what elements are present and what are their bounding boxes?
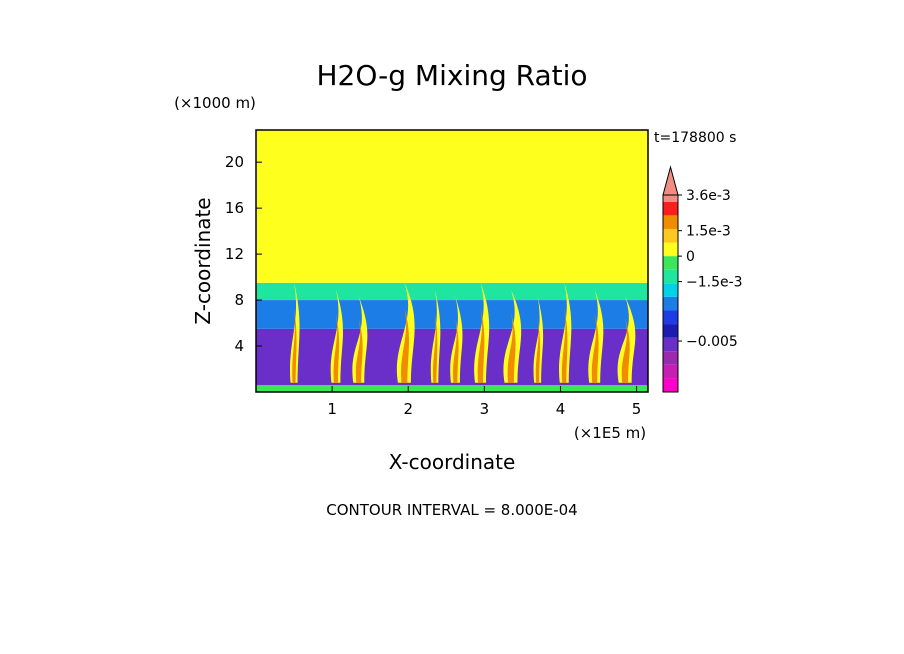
colorbar-swatch bbox=[663, 324, 678, 338]
colorbar-arrow bbox=[662, 165, 679, 196]
plume bbox=[352, 296, 368, 383]
colorbar-swatch bbox=[663, 215, 678, 229]
plume bbox=[533, 296, 544, 383]
colorbar-swatch bbox=[663, 283, 678, 297]
x-tick-label: 4 bbox=[556, 400, 566, 418]
plume-core bbox=[333, 312, 340, 383]
chart-title: H2O-g Mixing Ratio bbox=[316, 59, 587, 92]
y-tick-label: 4 bbox=[234, 337, 244, 355]
colorbar-label: 1.5e-3 bbox=[686, 224, 731, 240]
band-surface-layer bbox=[256, 385, 648, 392]
colorbar-swatch bbox=[663, 242, 678, 257]
moisture-plumes bbox=[289, 282, 636, 383]
x-axis-label: X-coordinate bbox=[389, 450, 516, 474]
y-axis-ticks: 4 8 12 16 20 bbox=[225, 153, 262, 355]
plume-core bbox=[355, 318, 363, 383]
time-label: t=178800 s bbox=[654, 130, 736, 146]
plume bbox=[450, 296, 463, 383]
plume-core bbox=[621, 318, 630, 383]
x-tick-label: 3 bbox=[480, 400, 490, 418]
plume-core bbox=[507, 312, 516, 383]
colorbar-swatch bbox=[663, 351, 678, 365]
plume-core bbox=[477, 307, 485, 383]
colorbar-labels: 3.6e-3 1.5e-3 0 −1.5e-3 −0.005 bbox=[678, 188, 743, 350]
plume-core bbox=[591, 312, 599, 383]
colorbar-swatch bbox=[663, 201, 678, 216]
plume-core bbox=[453, 318, 459, 383]
plume bbox=[430, 289, 441, 383]
plot-area bbox=[256, 130, 648, 392]
plume-core bbox=[535, 318, 541, 383]
colorbar-swatch bbox=[663, 256, 678, 270]
contour-interval: CONTOUR INTERVAL = 8.000E-04 bbox=[326, 501, 577, 519]
plume bbox=[588, 289, 604, 383]
colorbar-swatch bbox=[663, 195, 678, 202]
plume bbox=[330, 289, 343, 383]
colorbar-swatch bbox=[663, 269, 678, 284]
x-unit-label: (×1E5 m) bbox=[574, 424, 646, 442]
x-tick-label: 5 bbox=[632, 400, 642, 418]
plume-core bbox=[561, 307, 568, 383]
colorbar-label: 3.6e-3 bbox=[686, 188, 731, 204]
y-axis-label: Z-coordinate bbox=[191, 197, 215, 324]
band-mid-layer bbox=[256, 300, 648, 329]
plume-core bbox=[433, 312, 438, 383]
x-axis-ticks: 1 2 3 4 5 bbox=[327, 386, 641, 418]
y-tick-label: 12 bbox=[225, 245, 244, 263]
colorbar-label: −0.005 bbox=[686, 334, 738, 350]
plot-frame bbox=[255, 129, 649, 393]
plume-core bbox=[292, 307, 297, 383]
colorbar-swatch bbox=[663, 378, 678, 392]
y-tick-label: 8 bbox=[234, 291, 244, 309]
colorbar-swatch bbox=[663, 364, 678, 379]
colorbar-label: 0 bbox=[686, 249, 695, 265]
band-transition-layer bbox=[256, 282, 648, 301]
x-tick-label: 2 bbox=[403, 400, 413, 418]
colorbar-label: −1.5e-3 bbox=[686, 275, 743, 291]
y-tick-label: 20 bbox=[225, 153, 244, 171]
colorbar-swatch bbox=[663, 228, 678, 243]
band-upper-layer bbox=[256, 130, 648, 283]
y-unit-label: (×1000 m) bbox=[174, 94, 256, 112]
plume-core bbox=[401, 307, 410, 383]
plume bbox=[617, 296, 636, 383]
colorbar bbox=[662, 165, 679, 393]
colorbar-frame bbox=[662, 194, 679, 393]
colorbar-swatch bbox=[663, 337, 678, 352]
colorbar-swatch bbox=[663, 296, 678, 311]
plume bbox=[503, 289, 522, 383]
colorbar-swatch bbox=[663, 310, 678, 325]
x-tick-label: 1 bbox=[327, 400, 337, 418]
y-tick-label: 16 bbox=[225, 199, 244, 217]
